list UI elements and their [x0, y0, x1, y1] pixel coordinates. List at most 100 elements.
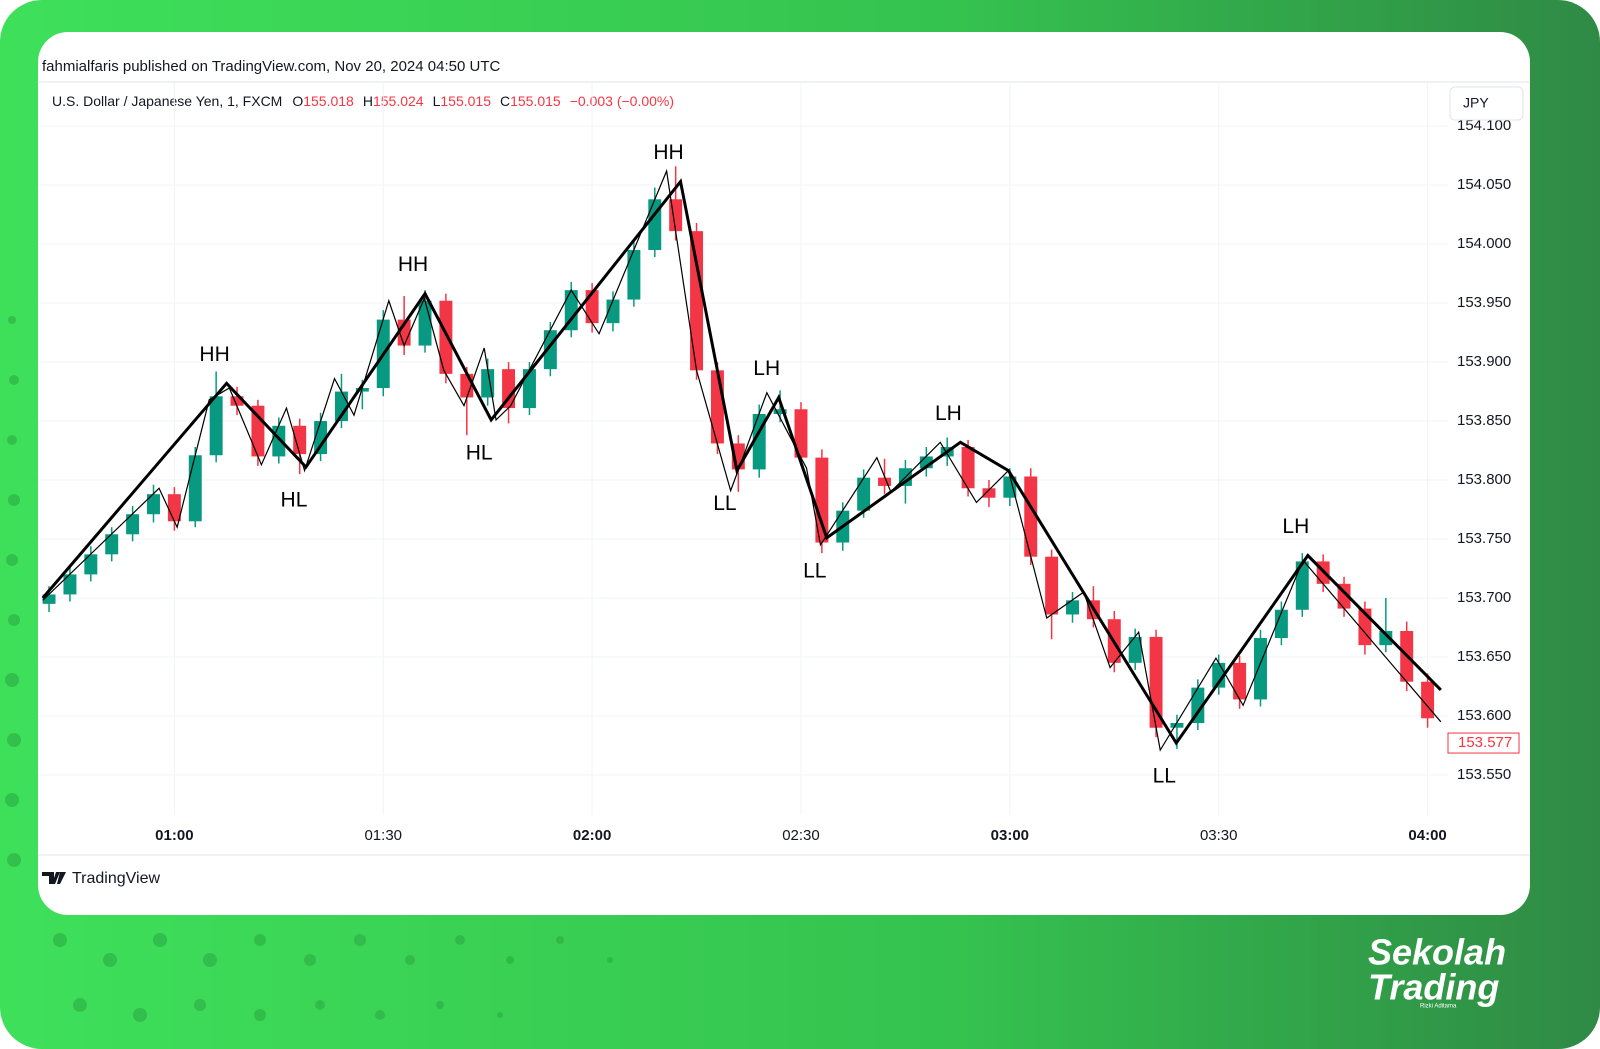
y-tick-label: 153.700 [1457, 589, 1511, 606]
candle-body [1149, 636, 1163, 728]
y-tick-label: 154.050 [1457, 176, 1511, 193]
y-tick-label: 153.650 [1457, 648, 1511, 665]
candle-body [1379, 631, 1393, 646]
brand-author: Rizki Aditama [1420, 1004, 1457, 1010]
zigzag-minor-line [42, 168, 1442, 752]
candle-body [982, 488, 996, 498]
pivot-label: HH [398, 253, 428, 276]
legend-key: L [433, 93, 441, 109]
candle-body [815, 457, 829, 543]
candle-body [293, 425, 307, 455]
symbol-legend: U.S. Dollar / Japanese Yen, 1, FXCM O155.… [52, 93, 674, 109]
x-tick-label: 04:00 [1408, 827, 1446, 844]
legend-change: −0.003 (−0.00%) [570, 93, 674, 109]
y-tick-label: 153.850 [1457, 412, 1511, 429]
brand-line2: Trading [1368, 967, 1499, 1008]
candle-body [230, 396, 244, 406]
pivot-label: LL [803, 559, 826, 582]
legend-value: 155.015 [440, 93, 491, 109]
y-tick-label: 153.550 [1457, 766, 1511, 783]
candle-body [522, 369, 536, 409]
grid [38, 82, 1448, 815]
candle-body [564, 290, 578, 331]
legend-key: C [500, 93, 510, 109]
candle-body [1295, 561, 1309, 610]
tradingview-logo [42, 872, 66, 884]
candle-body [1274, 609, 1288, 639]
candle-body [314, 421, 328, 455]
pivot-label: LL [1153, 765, 1176, 788]
candle-body [710, 370, 724, 444]
pivot-label: LH [935, 402, 962, 425]
pivot-label: LH [1282, 515, 1309, 538]
x-tick-label: 03:00 [991, 827, 1029, 844]
watermark: TradingView [72, 870, 160, 887]
chart-card [38, 32, 1530, 915]
candle-body [167, 494, 181, 522]
symbol-name: U.S. Dollar / Japanese Yen, 1, FXCM [52, 93, 282, 109]
candle-body [627, 250, 641, 300]
candle-body [857, 477, 871, 511]
candle-body [1066, 600, 1079, 615]
plot-area [41, 166, 1442, 752]
candle-body [84, 554, 98, 575]
candle-body [773, 409, 787, 414]
legend-value: 155.018 [303, 93, 354, 109]
x-tick-label: 01:30 [364, 827, 402, 844]
pivot-label: HL [281, 489, 308, 512]
legend-key: H [363, 93, 373, 109]
last-price-tag [1447, 732, 1520, 754]
currency-badge[interactable] [1449, 86, 1524, 121]
legend-value: 155.024 [373, 93, 424, 109]
candle-body [209, 396, 223, 456]
currency-label: JPY [1463, 95, 1489, 111]
candle-body [1045, 556, 1059, 615]
candle-body [63, 574, 77, 595]
y-tick-label: 154.000 [1457, 235, 1511, 252]
pivot-label: HH [199, 343, 229, 366]
candle-body [188, 455, 202, 522]
candle-body [105, 534, 119, 555]
x-tick-label: 01:00 [155, 827, 193, 844]
x-tick-label: 02:00 [573, 827, 611, 844]
pivot-label: HH [653, 141, 683, 164]
publish-header: fahmialfaris published on TradingView.co… [42, 58, 500, 75]
candle-body [355, 388, 369, 392]
y-tick-label: 153.800 [1457, 471, 1511, 488]
y-tick-label: 153.900 [1457, 353, 1511, 370]
legend-value: 155.015 [510, 93, 561, 109]
legend-key: O [292, 93, 303, 109]
candle-body [1191, 687, 1205, 723]
pivot-label: HL [466, 441, 493, 464]
pivot-label: LL [713, 492, 736, 515]
x-tick-label: 02:30 [782, 827, 820, 844]
candle-body [1421, 681, 1435, 719]
y-tick-label: 153.950 [1457, 294, 1511, 311]
x-tick-label: 03:30 [1200, 827, 1238, 844]
candle-body [794, 409, 808, 458]
last-price-label: 153.577 [1458, 734, 1512, 751]
candle-body [1003, 476, 1017, 498]
zigzag-line [41, 178, 1442, 746]
candle-body [439, 300, 453, 374]
dot-pattern [5, 316, 613, 1022]
candle-body [1233, 662, 1247, 700]
y-tick-label: 153.750 [1457, 530, 1511, 547]
candle-body [1024, 476, 1038, 557]
candle-body [961, 447, 975, 489]
y-tick-label: 153.600 [1457, 707, 1511, 724]
candle-body [42, 594, 56, 604]
pivot-label: LH [753, 357, 780, 380]
brand-line1: Sekolah [1368, 932, 1506, 973]
candle-body [126, 514, 140, 535]
candle-body [1254, 638, 1267, 700]
candle-body [1170, 723, 1184, 728]
candle-body [606, 299, 620, 324]
candle-body [1128, 636, 1142, 663]
y-tick-label: 154.100 [1457, 117, 1511, 134]
time-axis: 01:00 01:30 02:00 02:30 03:00 03:30 04:00 [155, 827, 1447, 844]
candle-body [147, 494, 160, 515]
candle-body [919, 456, 933, 469]
